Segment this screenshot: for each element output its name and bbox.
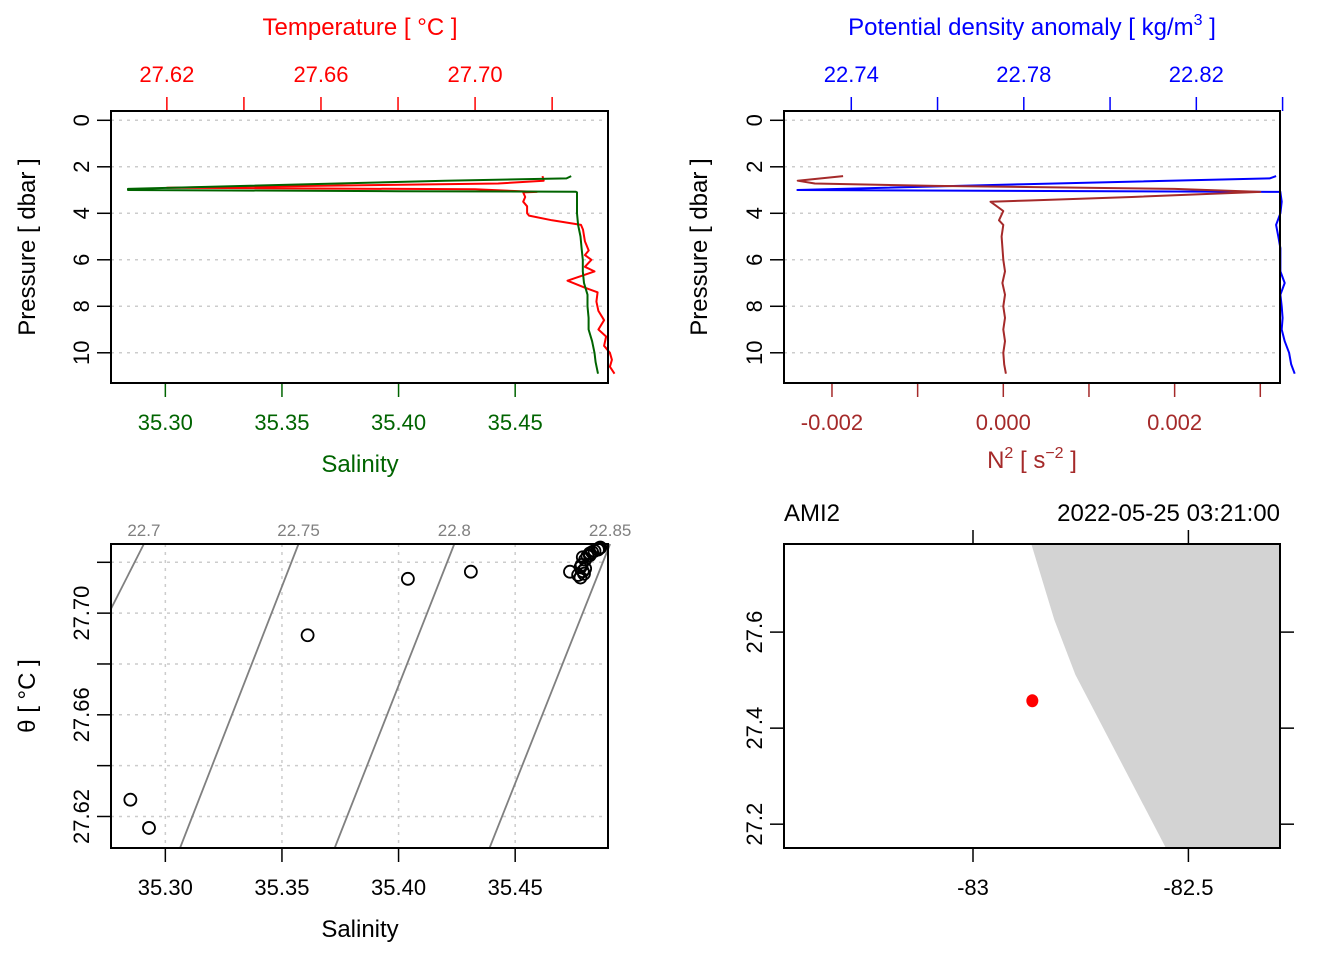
ts-y-tick-label: 27.70: [69, 586, 94, 641]
latitude-tick-label: 27.2: [742, 803, 767, 846]
density-title-end: ]: [1203, 14, 1216, 41]
isopycnal-label: 22.8: [438, 521, 471, 540]
series-line-temperature: [165, 175, 616, 375]
top-axis-tick-label: 27.62: [139, 62, 194, 87]
pressure-axis-title: Pressure [ dbar ]: [14, 158, 41, 335]
top-axis-tick-label: 22.82: [1169, 62, 1224, 87]
panel-ts-diagram: Salinity θ [ °C ] 35.30 35.35 35.40 35.45 27…: [14, 521, 631, 943]
bottom-axis-tick-label: 0.000: [976, 410, 1031, 435]
bottom-axis-tick-label: 35.40: [371, 410, 426, 435]
station-name: AMI2: [784, 500, 840, 527]
bottom-axis-tick-label: 35.30: [138, 410, 193, 435]
n2-title-sup1: 2: [1004, 445, 1013, 462]
ts-y-tick-label: 27.62: [69, 789, 94, 844]
ts-frame: [110, 543, 609, 849]
isopycnal-label: 22.75: [277, 521, 320, 540]
series-line-salinity: [127, 175, 599, 374]
temperature-axis-title: Temperature [ °C ]: [263, 14, 458, 41]
ts-x-tick-label: 35.35: [254, 875, 309, 900]
isopycnal-line: [179, 543, 300, 849]
ts-x-tick-label: 35.40: [371, 875, 426, 900]
station-time: 2022-05-25 03:21:00: [1057, 500, 1280, 527]
isopycnal-label: 22.85: [589, 521, 632, 540]
n2-title-end: ]: [1064, 447, 1077, 474]
density-title-main: Potential density anomaly [ kg/m: [848, 14, 1194, 41]
ts-y-tick-label: 27.66: [69, 687, 94, 742]
ts-point: [300, 628, 315, 643]
pressure-tick-label: 4: [69, 207, 94, 219]
panel-temperature-salinity-profile: Temperature [ °C ] Salinity Pressure [ d…: [14, 14, 616, 478]
series-line-potential-density-anomaly: [796, 175, 1296, 375]
ts-point: [142, 821, 156, 835]
pressure-tick-label: 4: [742, 207, 767, 219]
station-marker: [1026, 694, 1039, 708]
ts-ylabel: θ [ °C ]: [14, 659, 41, 733]
bottom-axis-tick-label: 35.35: [254, 410, 309, 435]
latitude-tick-label: 27.4: [742, 707, 767, 750]
pressure-tick-label: 2: [69, 161, 94, 173]
ts-x-tick-label: 35.30: [138, 875, 193, 900]
pressure-tick-label: 8: [742, 300, 767, 312]
top-axis-tick-label: 27.66: [293, 62, 348, 87]
ts-point: [400, 571, 415, 586]
plot-frame: [110, 110, 609, 384]
pressure-tick-label: 10: [69, 341, 94, 365]
pressure-tick-label: 6: [69, 254, 94, 266]
ts-point: [573, 560, 588, 575]
ts-point: [123, 792, 138, 807]
ts-point: [463, 564, 478, 579]
pressure-axis-title-2: Pressure [ dbar ]: [686, 158, 713, 335]
top-axis-tick-label: 27.70: [448, 62, 503, 87]
n2-axis-title: N2 [ s−2 ]: [987, 445, 1077, 474]
ts-point: [593, 540, 608, 555]
pressure-tick-label: 2: [742, 161, 767, 173]
longitude-tick-label: -83: [957, 875, 989, 900]
top-axis-tick-label: 22.78: [996, 62, 1051, 87]
panel-station-map: AMI2 2022-05-25 03:21:00 -83 -82.5 27.2 27.…: [742, 500, 1294, 900]
n2-title-main: N: [987, 447, 1004, 474]
map-frame: [783, 543, 1281, 849]
pressure-tick-label: 8: [69, 300, 94, 312]
top-axis-tick-label: 22.74: [824, 62, 879, 87]
isopycnal-line: [333, 543, 456, 849]
n2-title-mid: [ s: [1013, 447, 1045, 474]
ts-xlabel: Salinity: [321, 916, 398, 943]
longitude-tick-label: -82.5: [1163, 875, 1213, 900]
land-polygon: [1031, 544, 1280, 848]
density-title-sup: 3: [1194, 12, 1203, 29]
isopycnal-line: [110, 543, 145, 610]
bottom-axis-tick-label: 0.002: [1147, 410, 1202, 435]
series-line-n2: [796, 175, 1262, 374]
pressure-tick-label: 6: [742, 254, 767, 266]
isopycnal-label: 22.7: [127, 521, 160, 540]
bottom-axis-tick-label: 35.45: [488, 410, 543, 435]
n2-title-sup2: −2: [1045, 445, 1063, 462]
plot-frame: [783, 110, 1281, 384]
density-axis-title: Potential density anomaly [ kg/m3 ]: [848, 12, 1216, 41]
bottom-axis-tick-label: -0.002: [801, 410, 863, 435]
latitude-tick-label: 27.6: [742, 611, 767, 654]
pressure-tick-label: 10: [742, 341, 767, 365]
salinity-axis-title: Salinity: [321, 451, 398, 478]
pressure-tick-label: 0: [69, 114, 94, 126]
panel-density-n2-profile: Potential density anomaly [ kg/m3 ] N2 […: [686, 12, 1296, 474]
isopycnal-line: [488, 543, 611, 849]
ts-x-tick-label: 35.45: [488, 875, 543, 900]
pressure-tick-label: 0: [742, 114, 767, 126]
